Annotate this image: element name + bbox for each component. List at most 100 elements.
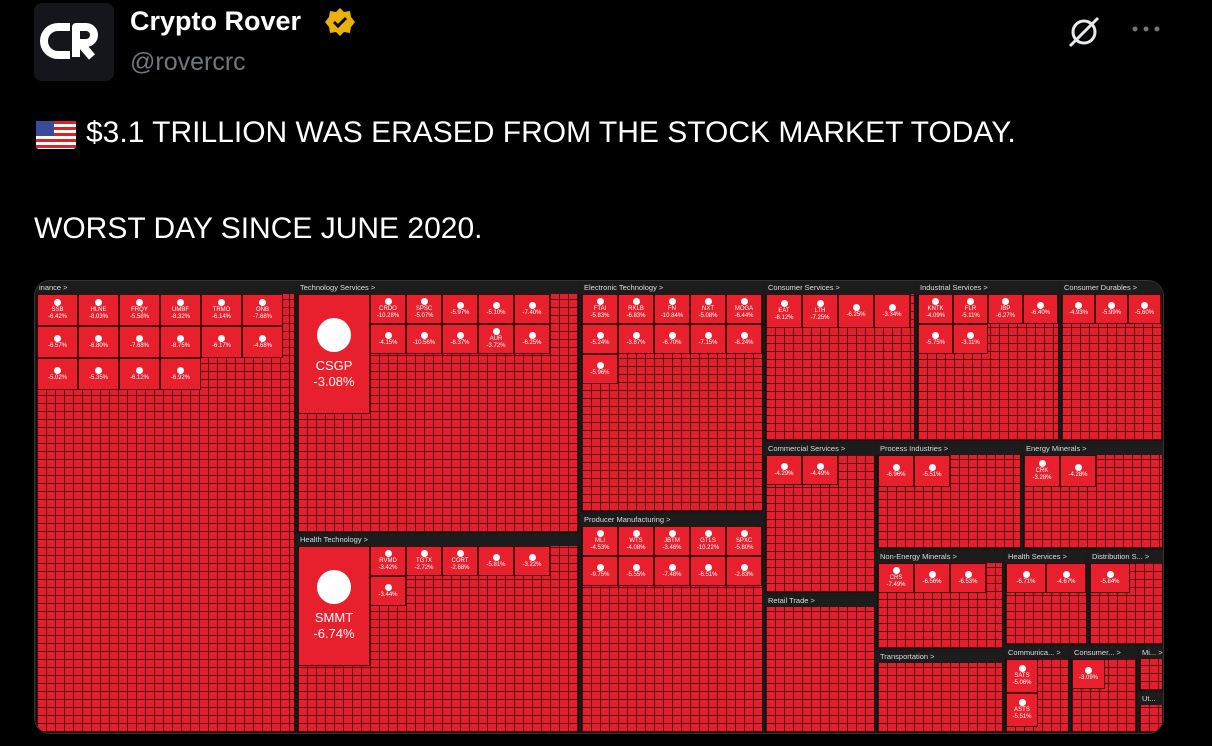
stock-tile[interactable]: CRK -3.28% [1024, 455, 1060, 487]
stock-tile[interactable]: WTS -4.08% [618, 526, 654, 556]
stock-tile[interactable]: -7.68% [119, 326, 160, 358]
stock-tile[interactable]: -4.49% [802, 455, 838, 485]
stock-tile[interactable]: -5.99% [1095, 294, 1128, 324]
stock-tile[interactable]: -6.57% [37, 326, 78, 358]
stock-tile[interactable]: -4.29% [766, 455, 802, 485]
stock-tile[interactable]: RVMD -3.42% [370, 546, 406, 576]
stock-tile[interactable]: -5.75% [918, 324, 953, 354]
stock-tile[interactable]: -7.48% [654, 556, 690, 586]
stock-tile[interactable]: FLR -5.11% [953, 294, 988, 324]
stock-tile[interactable]: HLNE -8.03% [78, 294, 119, 326]
stock-tile[interactable]: -8.24% [726, 324, 762, 354]
stock-tile[interactable]: FRQY -5.58% [119, 294, 160, 326]
stock-tile[interactable]: -5.60% [1128, 294, 1161, 324]
stock-tile[interactable]: MLI -4.53% [582, 526, 618, 556]
stock-tile[interactable]: -3.87% [618, 324, 654, 354]
stock-tile[interactable]: GTLS -10.22% [690, 526, 726, 556]
stock-tile[interactable]: SPSC -5.07% [406, 294, 442, 324]
change: -5.80% [734, 545, 754, 551]
stock-tile[interactable]: -6.53% [950, 563, 986, 593]
stock-tile[interactable]: -6.92% [160, 358, 201, 390]
stock-tile[interactable]: -5.24% [582, 324, 618, 354]
stock-tile[interactable]: -5.96% [582, 354, 618, 384]
ticker: SSB [51, 307, 64, 313]
stock-tile[interactable]: -6.71% [1006, 563, 1046, 593]
stock-tile[interactable]: -6.25% [838, 294, 874, 328]
stock-tile[interactable]: -3.44% [370, 576, 406, 606]
stock-tile[interactable]: -6.96% [878, 455, 914, 487]
stock-tile[interactable]: -4.28% [1060, 455, 1096, 487]
stock-tile[interactable]: -7.40% [514, 294, 550, 324]
stock-logo [596, 530, 604, 537]
stock-tile[interactable]: CRDO -10.28% [370, 294, 406, 324]
stock-tile[interactable]: -3.34% [874, 294, 910, 328]
stock-tile[interactable]: -6.17% [201, 326, 242, 358]
stock-tile[interactable]: CSGP -3.08% [298, 294, 370, 414]
stock-tile[interactable]: SMMT -6.74% [298, 546, 370, 666]
grok-icon[interactable] [1066, 14, 1102, 50]
stock-tile[interactable]: ASTS -5.51% [1006, 693, 1038, 727]
stock-tile[interactable]: -4.93% [1062, 294, 1095, 324]
treemap-image[interactable]: inance > SSB -6.42% HLNE -8.03% FRQY -5.58% UMB… [34, 280, 1164, 734]
stock-tile[interactable]: -5.97% [442, 294, 478, 324]
stock-tile[interactable]: SPXC -5.80% [726, 526, 762, 556]
stock-tile[interactable]: CRS -7.49% [878, 563, 914, 593]
stock-tile[interactable]: UMBF -8.32% [160, 294, 201, 326]
sector: Industrial Services > KNTK -4.09% FLR -5.11%… [917, 282, 1059, 441]
change: -6.25% [522, 339, 542, 346]
stock-tile[interactable]: -4.15% [370, 324, 406, 354]
stock-logo [892, 463, 900, 471]
stock-tile[interactable]: -5.84% [1090, 563, 1130, 593]
stock-tile[interactable]: -8.75% [160, 326, 201, 358]
stock-tile[interactable]: KNTK -4.09% [918, 294, 953, 324]
stock-tile[interactable]: -10.56% [406, 324, 442, 354]
sector-label: Health Technology > [297, 534, 579, 546]
stock-tile[interactable]: -5.81% [478, 546, 514, 576]
stock-tile[interactable]: -6.70% [654, 324, 690, 354]
stock-logo [596, 331, 604, 339]
stock-tile[interactable]: -4.67% [1046, 563, 1086, 593]
stock-tile[interactable]: NXT -5.08% [690, 294, 726, 324]
stock-tile[interactable]: FN -10.84% [654, 294, 690, 324]
stock-tile[interactable]: SATS -5.06% [1006, 659, 1038, 693]
stock-tile[interactable]: IBP -6.27% [988, 294, 1023, 324]
stock-tile[interactable]: -3.11% [953, 324, 988, 354]
author-name[interactable]: Crypto Rover [130, 6, 302, 36]
stock-tile[interactable]: -5.02% [37, 358, 78, 390]
stock-tile[interactable]: -6.25% [514, 324, 550, 354]
ticker: SPSC [415, 306, 433, 312]
stock-tile[interactable]: -6.51% [690, 556, 726, 586]
stock-tile[interactable]: -7.15% [690, 324, 726, 354]
stock-tile[interactable]: TRMO -6.14% [201, 294, 242, 326]
stock-tile[interactable]: -6.40% [1023, 294, 1058, 324]
stock-tile[interactable]: RKLB -6.83% [618, 294, 654, 324]
stock-tile[interactable]: -3.09% [1072, 659, 1105, 689]
stock-tile[interactable]: JBTM -3.46% [654, 526, 690, 556]
stock-tile[interactable]: -5.10% [478, 294, 514, 324]
ticker: LTH [814, 308, 826, 314]
stock-tile[interactable]: SSB -6.42% [37, 294, 78, 326]
stock-tile[interactable]: -6.56% [914, 563, 950, 593]
stock-tile[interactable]: -2.83% [726, 556, 762, 586]
stock-tile[interactable]: -5.55% [618, 556, 654, 586]
stock-tile[interactable]: FTAI -5.83% [582, 294, 618, 324]
stock-tile[interactable]: ONB -7.68% [242, 294, 283, 326]
stock-tile[interactable]: TGTX -2.72% [406, 546, 442, 576]
stock-tile[interactable]: -4.68% [242, 326, 283, 358]
stock-tile[interactable]: -8.37% [442, 324, 478, 354]
stock-tile[interactable]: AUR -3.72% [478, 324, 514, 354]
stock-tile[interactable]: MOGA -6.44% [726, 294, 762, 324]
more-icon[interactable] [1130, 22, 1162, 36]
stock-logo [668, 563, 676, 571]
stock-tile[interactable]: LTH -7.25% [802, 294, 838, 328]
stock-tile[interactable]: -6.80% [78, 326, 119, 358]
stock-tile[interactable]: CORT -2.68% [442, 546, 478, 576]
stock-tile[interactable]: EAT -8.12% [766, 294, 802, 328]
stock-tile[interactable]: -6.12% [119, 358, 160, 390]
stock-tile[interactable]: -5.35% [78, 358, 119, 390]
stock-tile[interactable]: -5.51% [914, 455, 950, 487]
stock-tile[interactable]: -9.75% [582, 556, 618, 586]
author-handle[interactable]: @rovercrc [130, 48, 246, 76]
change: -6.27% [995, 313, 1015, 319]
stock-tile[interactable]: -3.22% [514, 546, 550, 576]
